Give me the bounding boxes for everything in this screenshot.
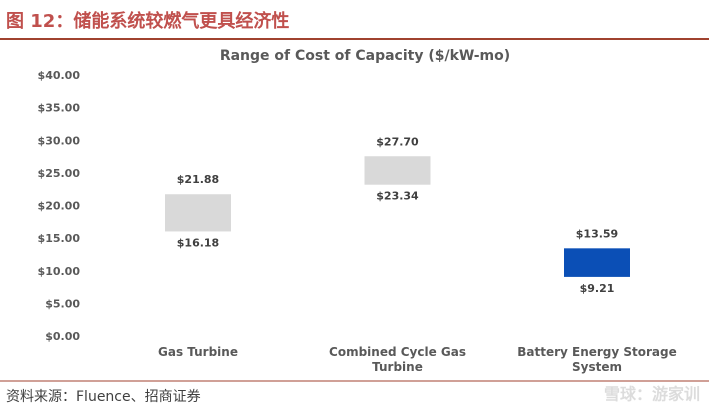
source: 资料来源：Fluence、招商证券: [6, 389, 201, 405]
high-label: $21.88: [177, 173, 219, 186]
y-tick-label: $20.00: [38, 200, 81, 213]
y-tick-label: $35.00: [38, 102, 81, 115]
range-bar: [364, 156, 431, 185]
x-tick-label: Battery Energy Storage System: [517, 345, 677, 374]
low-label: $9.21: [580, 282, 615, 295]
y-tick-label: $15.00: [38, 232, 81, 245]
watermark: 雪球：游家训: [604, 385, 700, 404]
y-tick-label: $30.00: [38, 134, 81, 147]
range-bar: [165, 194, 231, 232]
y-tick-label: $25.00: [38, 167, 81, 180]
y-tick-label: $10.00: [38, 265, 81, 278]
y-tick-label: $0.00: [45, 330, 80, 343]
high-label: $27.70: [376, 135, 419, 148]
x-tick-label: Gas Turbine: [158, 345, 238, 359]
range-bar: [564, 248, 630, 277]
high-label: $13.59: [576, 227, 618, 240]
figure-title: 图 12：储能系统较燃气更具经济性: [6, 10, 289, 32]
x-tick-label: Combined Cycle Gas Turbine: [329, 345, 466, 374]
low-label: $16.18: [177, 236, 219, 249]
y-tick-label: $40.00: [38, 69, 81, 82]
low-label: $23.34: [376, 190, 419, 203]
chart-title: Range of Cost of Capacity ($/kW-mo): [220, 48, 510, 64]
y-tick-label: $5.00: [45, 297, 80, 310]
